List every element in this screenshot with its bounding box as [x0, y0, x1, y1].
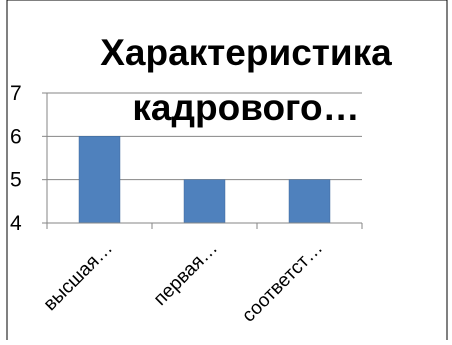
chart-title-line-1: Характеристика [100, 32, 392, 73]
bar-1 [78, 136, 121, 224]
chart-title-line-2: кадрового… [132, 87, 359, 128]
chart-title: Характеристика кадрового… [100, 32, 392, 128]
y-tick-label-6: 6 [10, 125, 22, 148]
axes [42, 92, 363, 229]
y-tick-label-4: 4 [10, 212, 22, 235]
x-category-label-3: соответст… [238, 238, 327, 327]
y-tick-labels: 4 5 6 7 [10, 82, 22, 235]
y-tick-label-5: 5 [10, 169, 22, 192]
x-category-label-2: первая… [150, 238, 222, 310]
y-tick-label-7: 7 [10, 82, 22, 105]
x-category-label-1: высшая… [40, 238, 117, 315]
bars [78, 136, 331, 224]
bar-3 [288, 179, 331, 224]
bar-2 [183, 179, 226, 224]
x-category-labels: высшая… первая… соответст… [40, 238, 327, 327]
